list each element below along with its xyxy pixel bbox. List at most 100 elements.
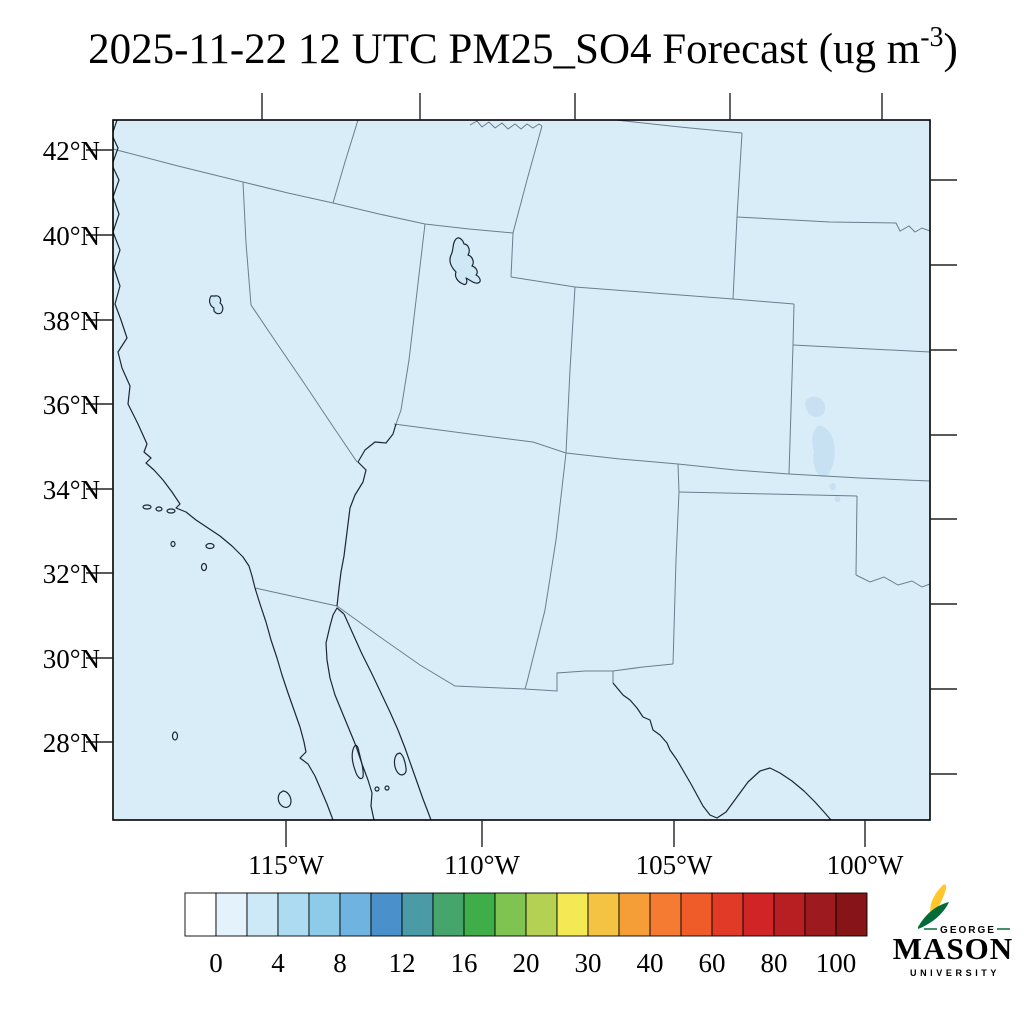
colorbar-segment — [494, 892, 527, 937]
border-texas-oklahoma-north — [678, 491, 858, 497]
colorbar-tick-label: 20 — [513, 948, 540, 978]
border-arizona-newmexico — [524, 452, 567, 690]
colorbar-segment — [773, 892, 806, 937]
border-wyoming-west — [510, 125, 543, 278]
colorbar-segment — [246, 892, 279, 937]
border-utah-colorado — [565, 286, 576, 454]
baja-east-coast — [325, 607, 375, 820]
coastlines — [113, 120, 832, 820]
colorbar-tick-label: 4 — [271, 948, 285, 978]
lat-label: 42°N — [43, 136, 100, 166]
gulf-islet-2 — [384, 785, 390, 791]
border-california-mexico — [254, 587, 338, 607]
colorbar-segment — [711, 892, 744, 937]
colorbar-tick-label: 60 — [699, 948, 726, 978]
lon-label: 110°W — [444, 850, 520, 880]
colorbar — [184, 892, 868, 937]
angel-de-la-guarda-island — [351, 744, 364, 780]
colorbar-segment — [742, 892, 775, 937]
colorbar-segment — [587, 892, 620, 937]
axis-labels: 42°N 40°N 38°N 36°N 34°N 32°N 30°N 28°N 115°W 110… — [43, 136, 904, 880]
title-suffix: ) — [944, 26, 958, 73]
lat-label: 40°N — [43, 221, 100, 251]
lat-label: 28°N — [43, 728, 100, 758]
colorbar-segment — [339, 892, 372, 937]
sonora-coast — [343, 613, 432, 820]
colorbar-tick-label: 8 — [333, 948, 347, 978]
border-southdakota-nebraska — [736, 216, 930, 233]
colorbar-segment — [463, 892, 496, 937]
colorbar-segment — [525, 892, 558, 937]
border-red-river — [855, 574, 930, 588]
border-idaho-montana — [469, 120, 543, 130]
title-main: 2025-11-22 12 UTC PM25_SO4 Forecast (ug … — [88, 26, 920, 73]
border-41n — [510, 276, 734, 300]
page-title: 2025-11-22 12 UTC PM25_SO4 Forecast (ug … — [88, 22, 958, 73]
colorbar-tick-label: 100 — [816, 948, 857, 978]
border-newmexico-texas-32n — [612, 663, 674, 672]
cedros-island — [277, 790, 292, 808]
border-oregon-idaho — [332, 120, 359, 204]
lat-label: 34°N — [43, 475, 100, 505]
colorbar-segment — [804, 892, 837, 937]
colorbar-segment — [370, 892, 403, 937]
gmu-logo: GEORGE MASON UNIVERSITY — [893, 884, 1013, 978]
map-background — [113, 120, 930, 820]
colorbar-tick-label: 80 — [761, 948, 788, 978]
lat-label: 36°N — [43, 390, 100, 420]
colorbar-tick-label: 40 — [637, 948, 664, 978]
colorbar-segment — [184, 892, 217, 937]
lat-label: 38°N — [43, 306, 100, 336]
colorbar-segment — [401, 892, 434, 937]
tiburon-island — [393, 752, 407, 776]
colorbar-segment — [215, 892, 248, 937]
colorbar-segment — [680, 892, 713, 937]
colorbar-segment — [556, 892, 589, 937]
lon-label: 105°W — [636, 850, 713, 880]
border-nebraska-kansas — [792, 344, 930, 353]
border-california-nevada — [242, 181, 358, 463]
border-nevada-utah — [395, 223, 426, 425]
logo-university-text: UNIVERSITY — [910, 968, 1000, 978]
border-montana-wyoming — [615, 120, 743, 134]
baja-west-coast — [254, 587, 334, 820]
california-coastline — [113, 120, 256, 589]
rio-grande — [612, 682, 832, 820]
channel-islands — [142, 504, 215, 572]
lon-label: 115°W — [248, 850, 324, 880]
colorbar-segment — [649, 892, 682, 937]
so4-plume-sw-kansas — [805, 396, 841, 503]
colorbar-segment — [432, 892, 465, 937]
logo-george-text: GEORGE — [940, 925, 996, 936]
colorbar-tick-label: 12 — [389, 948, 416, 978]
colorbar-segment — [277, 892, 310, 937]
lat-label: 30°N — [43, 644, 100, 674]
great-salt-lake — [449, 237, 481, 286]
map-frame — [112, 119, 931, 821]
border-37n — [393, 423, 930, 482]
border-newmexico-texas-103w — [672, 463, 680, 665]
lake-tahoe — [208, 295, 224, 315]
border-nebraska-colorado — [732, 298, 795, 305]
colorbar-tick-label: 16 — [451, 948, 478, 978]
colorbar-segment — [835, 892, 868, 937]
lat-label: 32°N — [43, 559, 100, 589]
colorbar-tick-label: 30 — [575, 948, 602, 978]
colorbar-labels: 0 4 8 12 16 20 30 40 60 80 100 — [209, 948, 856, 978]
colorbar-tick-label: 0 — [209, 948, 223, 978]
colorbar-segment — [308, 892, 341, 937]
colorbar-segment — [618, 892, 651, 937]
guadalupe-island — [171, 731, 179, 741]
axis-ticks — [86, 93, 957, 847]
state-borders — [113, 120, 930, 692]
border-texas-oklahoma-100w — [855, 495, 858, 576]
gulf-islet-1 — [374, 786, 380, 792]
gmu-flame-icon — [918, 884, 949, 929]
colorado-river — [336, 423, 397, 607]
logo-mason-text: MASON — [893, 931, 1013, 966]
title-superscript: -3 — [920, 22, 943, 53]
border-arizona-mexico — [336, 605, 613, 692]
lon-label: 100°W — [827, 850, 904, 880]
